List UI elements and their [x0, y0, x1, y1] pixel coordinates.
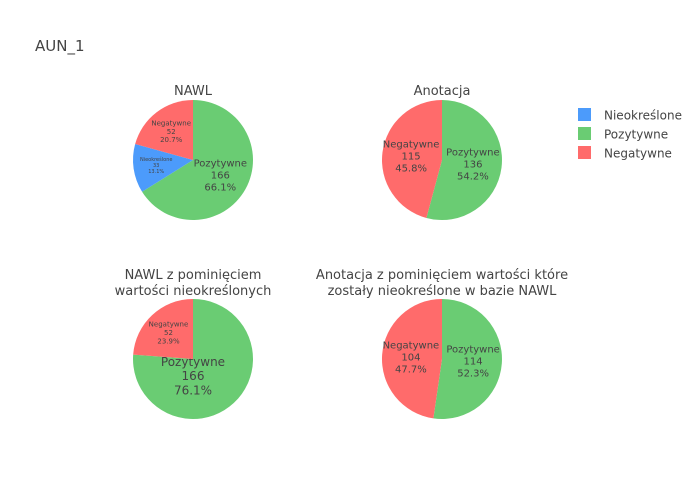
slice-label-pozytywne: Pozytywne 166 76.1% [161, 355, 225, 398]
legend-swatch-negatywne [578, 146, 591, 159]
pie-slice-pozytywne [142, 100, 253, 220]
slice-label-negatywne: Negatywne 52 23.9% [149, 321, 189, 346]
pie-slice-negatywne [133, 299, 193, 359]
pie-slice-negatywne [381, 100, 442, 218]
slice-label-pozytywne: Pozytywne 114 52.3% [446, 345, 499, 380]
slice-label-pozytywne: Pozytywne 166 66.1% [194, 159, 247, 194]
slice-label-nieokreślone: Nieokreślone 33 13.1% [140, 156, 172, 175]
pie-slice-negatywne [135, 100, 193, 160]
slice-label-negatywne: Negatywne 115 45.8% [383, 139, 440, 174]
legend-label-negatywne: Negatywne [604, 147, 672, 161]
pie-title: NAWL [174, 84, 213, 99]
pie-slice-nieokreślone [133, 144, 193, 192]
pie-title: Anotacja z pominięciem wartości które [316, 268, 568, 283]
legend-label-nieokreślone: Nieokreślone [604, 109, 682, 123]
slice-label-negatywne: Negatywne 104 47.7% [383, 340, 440, 375]
pie-chart-2: Anotacja Pozytywne 136 54.2%Negatywne 115 45.… [381, 84, 502, 220]
pie-title: wartości nieokreślonych [115, 284, 272, 299]
pie-slice-pozytywne [426, 100, 502, 220]
legend-label-pozytywne: Pozytywne [604, 128, 668, 142]
figure-title: AUN_1 [35, 37, 85, 55]
slice-label-negatywne: Negatywne 52 20.7% [151, 119, 191, 144]
pie-title: NAWL z pominięciem [125, 268, 262, 283]
slice-label-pozytywne: Pozytywne 136 54.2% [446, 148, 499, 183]
legend-swatch-pozytywne [578, 127, 591, 140]
pie-title: zostały nieokreślone w bazie NAWL [328, 284, 558, 299]
pie-slice-pozytywne [133, 299, 254, 419]
pie-slice-pozytywne [433, 299, 502, 419]
pie-title: Anotacja [414, 84, 471, 99]
legend: Nieokreślone Pozytywne Negatywne [578, 108, 682, 161]
pie-chart-4: Anotacja z pominięciem wartości którezos… [316, 268, 568, 419]
pie-slice-negatywne [381, 299, 442, 419]
legend-swatch-nieokreślone [578, 108, 591, 121]
pie-chart-1: NAWL Pozytywne 166 66.1% Nieokreślone 33 13.1%… [133, 84, 253, 220]
